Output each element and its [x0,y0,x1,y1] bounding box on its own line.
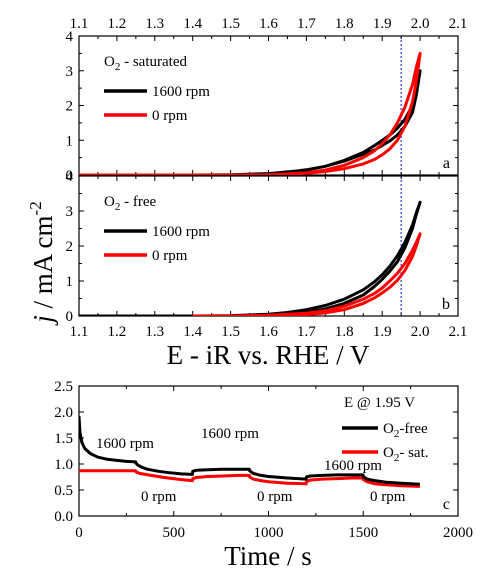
legend-title-c: E @ 1.95 V [344,395,415,411]
series-line-c-1 [79,469,420,488]
x-tick-label-b: 1.4 [183,324,202,340]
x-tick-label-a: 1.1 [70,16,89,32]
y-tick-label-c: 0.5 [54,483,73,499]
x-tick-label-a: 1.3 [145,16,164,32]
x-tick-label-b: 1.8 [335,324,354,340]
condition-label-b-sub: 2 [115,201,121,213]
y-tick-label-c: 0.0 [54,509,73,525]
annotation-1600rpm: 1600 rpm [201,426,259,442]
y-tick-label-c: 2.0 [54,405,73,421]
panel-label-a: a [443,155,450,172]
annotation-1600rpm: 1600 rpm [96,436,154,452]
legend-label-c-0: O2-free [383,421,428,440]
condition-label-b-rest: - free [120,194,156,210]
x-tick-label-c: 500 [163,525,186,541]
y-axis-label: j / mA cm-2 [26,201,58,325]
x-tick-label-a: 1.2 [108,16,127,32]
condition-label-b-base: O [104,194,115,210]
condition-label-a-rest: - saturated [120,54,187,70]
panel-label-c: c [443,496,450,513]
x-tick-label-b: 1.2 [108,324,127,340]
legend-label-c-1-rest: - sat. [399,445,428,461]
x-tick-label-b: 2.1 [449,324,468,340]
annotation-0rpm: 0 rpm [257,489,293,505]
x-tick-label-a: 1.6 [259,16,278,32]
y-tick-label-c: 1.0 [54,457,73,473]
y-tick-label-c: 1.5 [54,431,73,447]
panel-label-b: b [442,296,450,313]
legend-label-c-1-sub: 2 [394,452,400,464]
x-tick-label-b: 1.5 [221,324,240,340]
panel-c-plot: 0 500 1000 1500 2000 0.0 0.5 1.0 1.5 2.0 2.5 E @ 1.… [54,379,473,541]
series-line-c-0 [79,416,420,486]
x-tick-label-b: 1.9 [373,324,392,340]
y-tick-label-a: 0 [66,168,74,184]
condition-label-a-base: O [104,54,115,70]
x-tick-label-b: 1.7 [297,324,316,340]
series-line-a-0 [79,69,422,175]
legend-label-a-1: 0 rpm [152,108,188,124]
legend-label-c-0-rest: -free [399,421,428,437]
y-tick-label-c: 2.5 [54,379,73,395]
x-axis-label-ab: E - iR vs. RHE / V [167,340,370,370]
y-tick-label-a: 3 [66,64,74,80]
x-tick-label-b: 1.3 [145,324,164,340]
condition-label-a-sub: 2 [115,61,121,73]
annotation-0rpm: 0 rpm [141,489,177,505]
x-tick-label-a: 1.7 [297,16,316,32]
series-line-a-1 [79,51,422,175]
x-tick-label-b: 1.1 [70,324,89,340]
annotation-1600rpm: 1600 rpm [324,458,382,474]
series-group-c [79,416,420,488]
series-group-a [79,51,422,175]
legend-label-b-0: 1600 rpm [152,224,210,240]
y-tick-label-a: 4 [66,29,74,45]
x-axis-label-c: Time / s [224,541,312,571]
legend-label-b-1: 0 rpm [152,248,188,264]
x-tick-label-a: 1.8 [335,16,354,32]
x-tick-label-c: 1500 [348,525,378,541]
x-tick-label-c: 1000 [254,525,284,541]
x-tick-label-a: 2.0 [411,16,430,32]
y-tick-label-b: 4 [66,169,74,185]
y-tick-label-b: 3 [66,204,74,220]
legend-label-c-0-sub: 2 [394,428,400,440]
series-group-b [79,200,422,316]
x-tick-label-b: 2.0 [411,324,430,340]
legend-label-c-0-base: O [383,421,394,437]
x-tick-label-c: 0 [75,525,83,541]
series-line-b-1 [192,232,422,316]
y-tick-label-a: 2 [66,99,74,115]
legend-label-c-1: O2- sat. [383,445,429,464]
x-tick-label-a: 1.5 [221,16,240,32]
x-tick-label-a: 2.1 [449,16,468,32]
y-tick-label-b: 0 [66,309,74,325]
series-line-b-0 [79,200,422,316]
condition-label-b: O2 - free [104,194,156,213]
condition-label-a: O2 - saturated [104,54,187,73]
annotation-0rpm: 0 rpm [370,489,406,505]
legend-label-c-1-base: O [383,445,394,461]
y-tick-label-b: 1 [66,274,74,290]
legend-label-a-0: 1600 rpm [152,84,210,100]
x-tick-label-b: 1.6 [259,324,278,340]
y-tick-label-b: 2 [66,239,74,255]
x-tick-label-a: 1.9 [373,16,392,32]
y-tick-label-a: 1 [66,133,74,149]
x-tick-label-c: 2000 [443,525,473,541]
x-tick-label-a: 1.4 [183,16,202,32]
